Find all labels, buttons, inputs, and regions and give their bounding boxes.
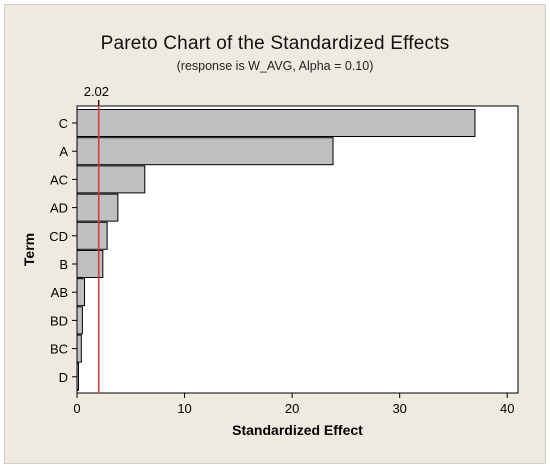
bar-ac bbox=[76, 165, 146, 194]
x-tick-label: 40 bbox=[500, 401, 514, 416]
y-tick-label-ab: AB bbox=[51, 285, 68, 300]
y-tick-label-b: B bbox=[59, 257, 68, 272]
x-tick-label: 30 bbox=[392, 401, 406, 416]
bar-cd bbox=[76, 221, 108, 250]
y-tick-label-bc: BC bbox=[50, 342, 68, 357]
y-tick-label-ad: AD bbox=[50, 201, 68, 216]
x-tick-label: 20 bbox=[285, 401, 299, 416]
bar-a bbox=[76, 137, 334, 166]
y-tick-label-ac: AC bbox=[50, 172, 68, 187]
reference-line-label: 2.02 bbox=[84, 84, 109, 99]
bar-ad bbox=[76, 193, 119, 222]
y-tick-label-bd: BD bbox=[50, 313, 68, 328]
bar-d bbox=[76, 362, 79, 391]
y-tick-label-d: D bbox=[59, 370, 68, 385]
y-axis-label: Term bbox=[21, 233, 37, 266]
x-axis-label: Standardized Effect bbox=[232, 422, 363, 438]
y-tick-label-a: A bbox=[59, 144, 68, 159]
chart-subtitle: (response is W_AVG, Alpha = 0.10) bbox=[176, 59, 374, 73]
bar-bd bbox=[76, 306, 83, 335]
y-tick-label-c: C bbox=[59, 116, 68, 131]
bar-c bbox=[76, 109, 476, 137]
y-tick-label-cd: CD bbox=[49, 229, 68, 244]
x-tick-label: 0 bbox=[73, 401, 80, 416]
chart-title: Pareto Chart of the Standardized Effects bbox=[100, 33, 450, 54]
x-tick-label: 10 bbox=[177, 401, 191, 416]
bar-ab bbox=[76, 278, 86, 307]
bar-bc bbox=[76, 334, 82, 363]
